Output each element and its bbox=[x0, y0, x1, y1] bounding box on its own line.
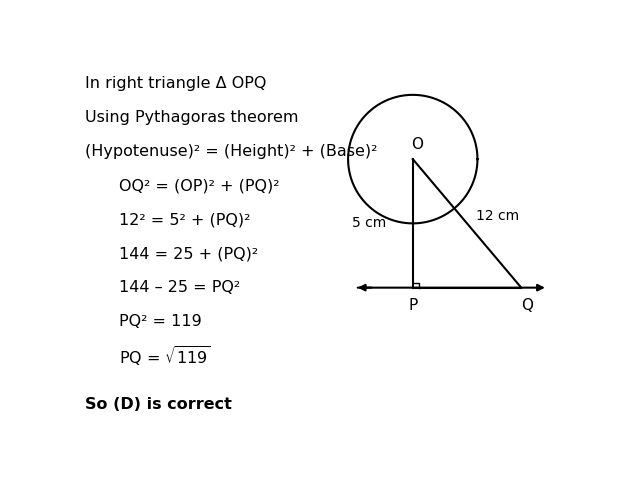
Text: 12 cm: 12 cm bbox=[476, 209, 519, 223]
Text: Q: Q bbox=[521, 298, 533, 313]
Text: Using Pythagoras theorem: Using Pythagoras theorem bbox=[85, 110, 299, 125]
Text: O: O bbox=[411, 137, 422, 152]
Text: 12² = 5² + (PQ)²: 12² = 5² + (PQ)² bbox=[119, 212, 250, 227]
Text: So (D) is correct: So (D) is correct bbox=[85, 397, 232, 412]
Text: 144 – 25 = PQ²: 144 – 25 = PQ² bbox=[119, 280, 240, 295]
Text: PQ = $\sqrt{119}$: PQ = $\sqrt{119}$ bbox=[119, 344, 211, 368]
Text: 5 cm: 5 cm bbox=[352, 217, 386, 230]
Text: In right triangle Δ OPQ: In right triangle Δ OPQ bbox=[85, 76, 266, 91]
Text: (Hypotenuse)² = (Height)² + (Base)²: (Hypotenuse)² = (Height)² + (Base)² bbox=[85, 144, 378, 159]
Text: OQ² = (OP)² + (PQ)²: OQ² = (OP)² + (PQ)² bbox=[119, 178, 279, 193]
Text: PQ² = 119: PQ² = 119 bbox=[119, 314, 202, 329]
Text: 144 = 25 + (PQ)²: 144 = 25 + (PQ)² bbox=[119, 246, 258, 261]
Text: P: P bbox=[408, 298, 417, 313]
